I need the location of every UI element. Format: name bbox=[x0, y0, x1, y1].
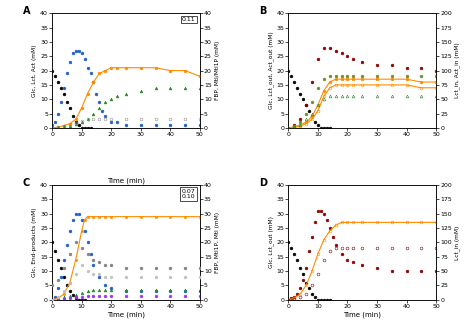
Text: D: D bbox=[259, 178, 267, 188]
Y-axis label: Lct_in (mM): Lct_in (mM) bbox=[455, 225, 460, 260]
Y-axis label: Glc, Lct_out, Act_out (mM): Glc, Lct_out, Act_out (mM) bbox=[268, 32, 273, 110]
X-axis label: Time (min): Time (min) bbox=[343, 312, 381, 318]
Y-axis label: Lct_in, Act_in (mM): Lct_in, Act_in (mM) bbox=[455, 43, 460, 99]
Y-axis label: Glc, Lct, Act (mM): Glc, Lct, Act (mM) bbox=[32, 44, 37, 97]
Y-axis label: FBP, Mtl1P, Mtl (mM): FBP, Mtl1P, Mtl (mM) bbox=[215, 212, 219, 273]
Title: Time (min): Time (min) bbox=[107, 177, 145, 184]
Y-axis label: Glc, Lct_out (mM): Glc, Lct_out (mM) bbox=[268, 216, 273, 268]
Text: 0.07
0.10: 0.07 0.10 bbox=[182, 188, 195, 199]
Text: 0.11: 0.11 bbox=[182, 17, 195, 22]
Y-axis label: FBP, Mtl/Mtl1P (mM): FBP, Mtl/Mtl1P (mM) bbox=[215, 41, 219, 100]
Text: C: C bbox=[23, 178, 30, 188]
Y-axis label: Glc, End-products (mM): Glc, End-products (mM) bbox=[32, 207, 37, 277]
Text: A: A bbox=[23, 6, 30, 16]
X-axis label: Time (min): Time (min) bbox=[107, 312, 145, 318]
Text: B: B bbox=[259, 6, 266, 16]
